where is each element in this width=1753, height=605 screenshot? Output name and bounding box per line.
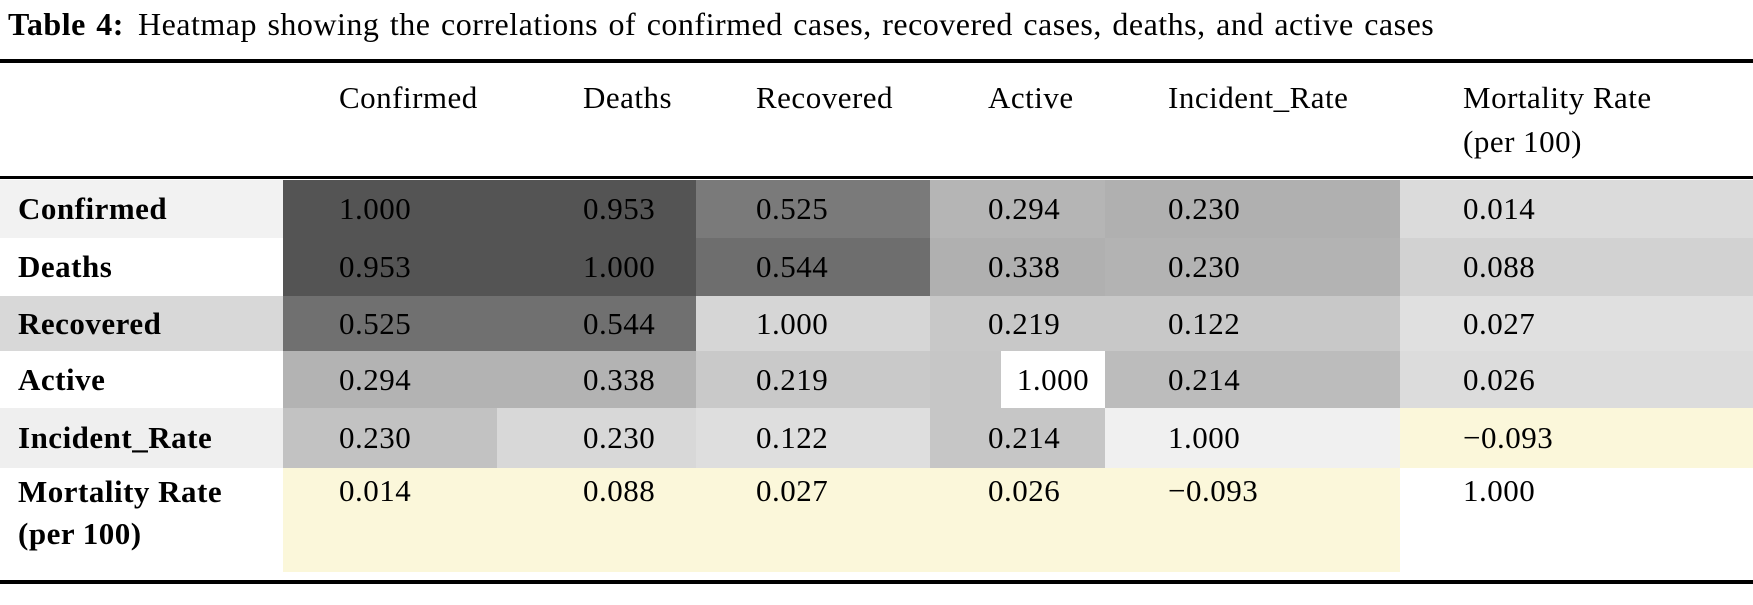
corr-cell-recovered-active: 0.219 <box>930 296 1105 351</box>
correlation-heatmap-table: Confirmed 1.000 0.953 0.525 0.294 0.230 … <box>0 180 1753 580</box>
row-header-mortality-lines: Mortality Rate (per 100) <box>18 471 222 555</box>
corr-cell-recovered-recovered: 1.000 <box>696 296 930 351</box>
corr-cell-incident-confirmed: 0.230 <box>283 408 497 468</box>
column-header-row: Confirmed Deaths Recovered Active Incide… <box>0 63 1753 176</box>
corr-cell-incident-mortality: −0.093 <box>1400 408 1753 468</box>
corr-cell-incident-incident: 1.000 <box>1105 408 1400 468</box>
corr-value: 1.000 <box>1016 361 1090 397</box>
col-header-confirmed: Confirmed <box>339 80 478 115</box>
row-header-confirmed: Confirmed <box>0 180 283 238</box>
row-header-active: Active <box>0 351 283 408</box>
corr-cell-mortality-confirmed: 0.014 <box>283 468 497 580</box>
col-header-mortality-line1: Mortality Rate <box>1463 80 1652 115</box>
corr-cell-recovered-deaths: 0.544 <box>497 296 696 351</box>
corr-cell-mortality-recovered: 0.027 <box>696 468 930 580</box>
row-header-mortality-line1: Mortality Rate <box>18 474 223 509</box>
col-header-incident-rate: Incident_Rate <box>1168 80 1349 115</box>
corr-cell-deaths-recovered: 0.544 <box>696 238 930 296</box>
corr-cell-active-recovered: 0.219 <box>696 351 930 408</box>
corr-cell-deaths-mortality: 0.088 <box>1400 238 1753 296</box>
table-caption: Table 4: Heatmap showing the correlations… <box>8 6 1749 43</box>
corr-cell-incident-recovered: 0.122 <box>696 408 930 468</box>
row-header-incident-rate: Incident_Rate <box>0 408 283 468</box>
corr-cell-deaths-deaths: 1.000 <box>497 238 696 296</box>
corr-cell-incident-active: 0.214 <box>930 408 1105 468</box>
corr-cell-confirmed-recovered: 0.525 <box>696 180 930 238</box>
highlight-box-white: 1.000 <box>1001 351 1105 408</box>
corr-cell-recovered-mortality: 0.027 <box>1400 296 1753 351</box>
col-header-mortality-rate: Mortality Rate (per 100) <box>1400 63 1753 176</box>
corr-cell-confirmed-mortality: 0.014 <box>1400 180 1753 238</box>
col-header-recovered: Recovered <box>756 80 894 115</box>
corr-cell-confirmed-active: 0.294 <box>930 180 1105 238</box>
corr-cell-deaths-incident-rate: 0.230 <box>1105 238 1400 296</box>
col-header-deaths: Deaths <box>583 80 673 115</box>
corr-cell-mortality-deaths: 0.088 <box>497 468 696 580</box>
corr-cell-deaths-active: 0.338 <box>930 238 1105 296</box>
corr-cell-mortality-incident: −0.093 <box>1105 468 1400 580</box>
corr-cell-confirmed-confirmed: 1.000 <box>283 180 497 238</box>
corr-cell-active-incident-rate: 0.214 <box>1105 351 1400 408</box>
corr-cell-mortality-mortality: 1.000 <box>1400 468 1753 580</box>
header-body-rule <box>0 176 1753 179</box>
header-corner-blank <box>0 63 283 176</box>
row-header-mortality-line2: (per 100) <box>18 516 142 551</box>
corr-cell-deaths-confirmed: 0.953 <box>283 238 497 296</box>
corr-cell-active-confirmed: 0.294 <box>283 351 497 408</box>
corr-cell-incident-deaths: 0.230 <box>497 408 696 468</box>
top-rule <box>0 59 1753 63</box>
row-header-mortality-rate: Mortality Rate (per 100) <box>0 468 283 580</box>
corr-cell-confirmed-incident-rate: 0.230 <box>1105 180 1400 238</box>
row-header-deaths: Deaths <box>0 238 283 296</box>
corr-cell-active-active: 1.000 <box>930 351 1105 408</box>
col-header-active: Active <box>988 80 1074 115</box>
corr-cell-active-deaths: 0.338 <box>497 351 696 408</box>
corr-cell-active-mortality: 0.026 <box>1400 351 1753 408</box>
caption-text: Heatmap showing the correlations of conf… <box>137 6 1435 42</box>
bottom-rule <box>0 580 1753 584</box>
col-header-mortality-line2: (per 100) <box>1463 124 1582 159</box>
corr-cell-recovered-confirmed: 0.525 <box>283 296 497 351</box>
corr-cell-confirmed-deaths: 0.953 <box>497 180 696 238</box>
corr-cell-recovered-incident-rate: 0.122 <box>1105 296 1400 351</box>
row-header-recovered: Recovered <box>0 296 283 351</box>
corr-cell-mortality-active: 0.026 <box>930 468 1105 580</box>
caption-label: Table 4: <box>8 6 124 42</box>
